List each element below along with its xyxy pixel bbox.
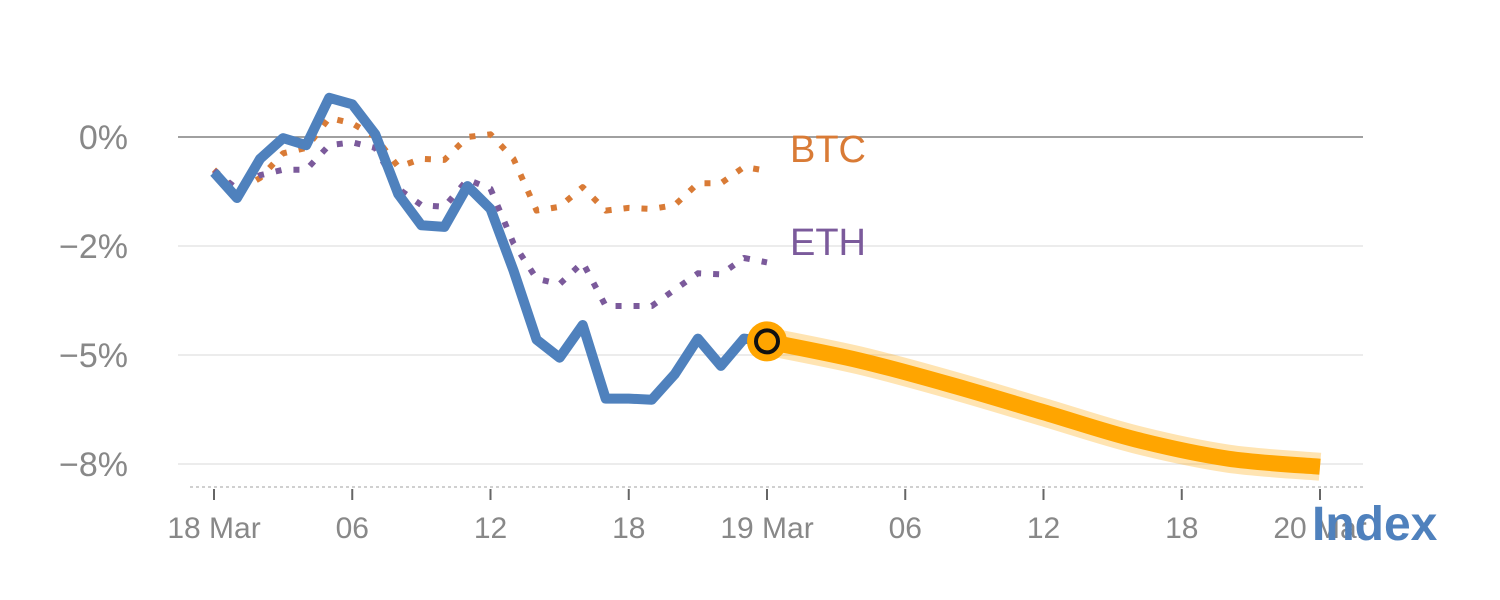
index-line [210, 92, 768, 405]
y-tick-label: 0% [79, 119, 128, 157]
series-layer [210, 92, 1322, 481]
eth-series-label: ETH [790, 222, 866, 264]
current-value-marker [754, 328, 780, 355]
x-tick-label: 19 Mar [720, 512, 813, 545]
btc-line [211, 114, 768, 214]
x-tick-label: 18 Mar [167, 512, 260, 545]
x-axis: 18 Mar 06 12 18 19 Mar 06 12 18 20 Mar [167, 486, 1367, 545]
y-tick-label: −2% [59, 228, 128, 266]
x-tick-label: 18 [612, 512, 645, 545]
x-tick-label: 12 [474, 512, 507, 545]
eth-line [212, 139, 768, 309]
x-tick-label: 06 [336, 512, 369, 545]
x-tick-label: 18 [1165, 512, 1198, 545]
btc-series-label: BTC [790, 129, 866, 171]
x-tick-label: 20 Mar [1273, 512, 1366, 545]
grid-layer: 0% −2% −5% −8% [59, 119, 1363, 484]
y-tick-label: −8% [59, 446, 128, 484]
y-tick-label: −5% [59, 337, 128, 375]
index-series-label: Index [1312, 498, 1438, 551]
x-tick-label: 12 [1027, 512, 1060, 545]
label-layer: BTC ETH Index [790, 129, 1438, 551]
forecast-line [765, 333, 1321, 475]
x-tick-label: 06 [889, 512, 922, 545]
